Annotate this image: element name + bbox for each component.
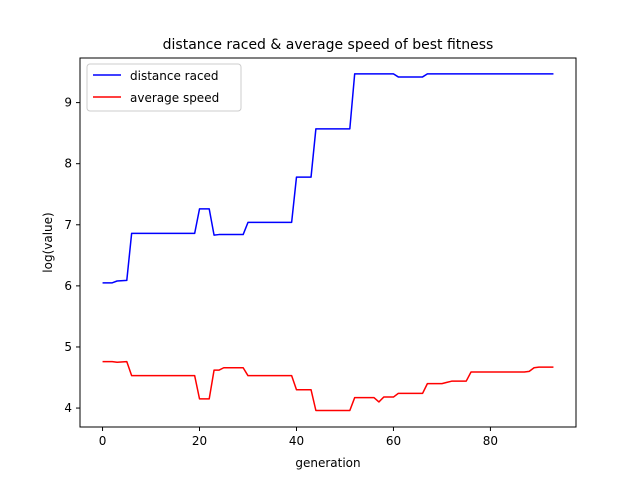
y-tick-label: 4 xyxy=(64,401,72,415)
x-tick-label: 0 xyxy=(99,434,107,448)
legend: distance raced average speed xyxy=(86,63,242,112)
axes-frame xyxy=(79,57,577,428)
y-tick-label: 6 xyxy=(64,279,72,293)
legend-label-distance-raced: distance raced xyxy=(130,69,219,83)
x-tick-label: 80 xyxy=(483,434,498,448)
plot-area xyxy=(102,73,554,412)
series-line-average-speed xyxy=(102,360,554,412)
x-tick-label: 20 xyxy=(192,434,207,448)
series-line-distance-raced xyxy=(102,73,554,284)
chart-title: distance raced & average speed of best f… xyxy=(163,37,494,53)
x-tick-label: 40 xyxy=(289,434,304,448)
x-tick-label: 60 xyxy=(386,434,401,448)
legend-label-average-speed: average speed xyxy=(130,91,219,105)
y-axis-label: log(value) xyxy=(41,212,55,272)
y-tick-label: 5 xyxy=(64,340,72,354)
y-tick-label: 9 xyxy=(64,96,72,110)
axis-ticks: 0 20 40 60 80 4 5 6 7 8 9 xyxy=(64,96,498,448)
y-tick-label: 7 xyxy=(64,218,72,232)
x-axis-label: generation xyxy=(295,456,360,470)
legend-box xyxy=(86,63,242,112)
y-tick-label: 8 xyxy=(64,157,72,171)
